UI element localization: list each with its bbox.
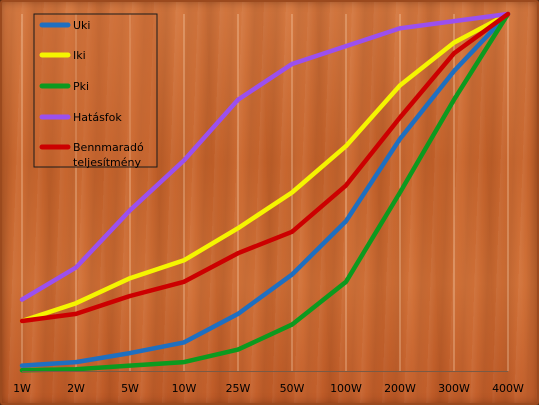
series-line-5	[19, 11, 511, 324]
x-tick-label: 200W	[384, 382, 416, 395]
x-tick-label: 300W	[438, 382, 470, 395]
x-tick-label: 100W	[330, 382, 362, 395]
x-tick-label: 10W	[172, 382, 197, 395]
x-tick-label: 50W	[280, 382, 305, 395]
x-tick-label: 25W	[226, 382, 251, 395]
series-lines	[19, 11, 511, 373]
series-line-2	[19, 11, 511, 324]
legend-label: teljesítmény	[73, 156, 142, 169]
x-tick-label: 2W	[67, 382, 85, 395]
x-tick-label: 1W	[13, 382, 31, 395]
x-tick-label: 400W	[492, 382, 524, 395]
legend-box	[33, 13, 158, 168]
legend-label: Pki	[73, 80, 89, 93]
legend-label: Bennmaradó	[73, 141, 144, 154]
series-line-3	[19, 11, 511, 373]
legend-label: Uki	[73, 19, 90, 32]
legend-label: Iki	[73, 49, 86, 62]
x-axis: 1W 2W 5W 10W 25W 50W 100W 200W 300W 400W	[13, 371, 524, 395]
x-tick-label: 5W	[121, 382, 139, 395]
legend: Uki Iki Pki Hatásfok Bennmaradó teljesítmény	[33, 13, 158, 169]
legend-label: Hatásfok	[73, 111, 122, 124]
series-line-4	[19, 11, 511, 302]
series-line-1	[19, 11, 511, 368]
